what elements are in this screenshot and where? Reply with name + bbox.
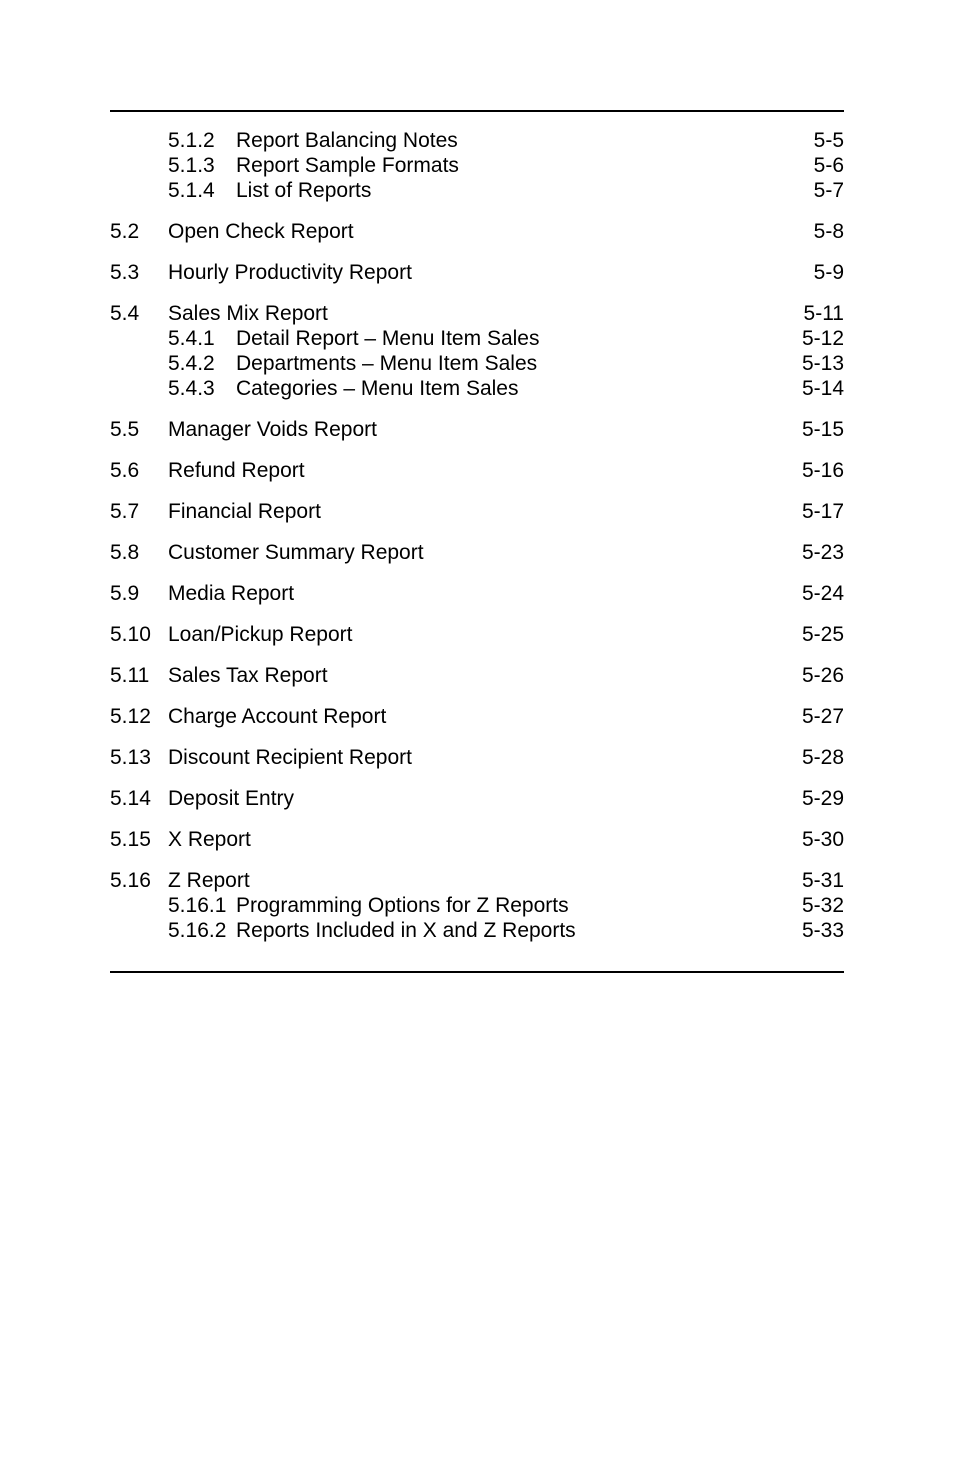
toc-entry-number: 5.2 [110, 221, 168, 242]
toc-entry-page: 5-13 [802, 353, 844, 374]
toc-entry-page: 5-27 [802, 706, 844, 727]
toc-entry-number: 5.1.4 [168, 180, 236, 201]
toc-entry-number: 5.1.3 [168, 155, 236, 176]
toc-entry: 5.2Open Check Report 5-8 [110, 221, 844, 242]
toc-entry-page: 5-8 [814, 221, 844, 242]
toc-entry-page: 5-7 [814, 180, 844, 201]
toc-entry-number: 5.14 [110, 788, 168, 809]
page: 5.1.2Report Balancing Notes 5-55.1.3Repo… [0, 0, 954, 1475]
toc-entry: 5.4.3Categories – Menu Item Sales 5-14 [110, 378, 844, 399]
toc-entry: 5.1.4List of Reports 5-7 [110, 180, 844, 201]
toc-entry-title: List of Reports [236, 180, 371, 201]
toc-entry-number: 5.16.2 [168, 920, 236, 941]
toc-entry: 5.1.2Report Balancing Notes 5-5 [110, 130, 844, 151]
toc-entry-title: Sales Mix Report [168, 303, 328, 324]
toc-entry-title: Financial Report [168, 501, 321, 522]
toc-entry-page: 5-9 [814, 262, 844, 283]
toc-entry-title: Report Sample Formats [236, 155, 459, 176]
toc-entry: 5.4Sales Mix Report 5-11 [110, 303, 844, 324]
toc-entry-number: 5.5 [110, 419, 168, 440]
toc-entry: 5.14Deposit Entry 5-29 [110, 788, 844, 809]
toc-entry-page: 5-33 [802, 920, 844, 941]
toc-entry-page: 5-32 [802, 895, 844, 916]
toc-entry-title: Categories – Menu Item Sales [236, 378, 518, 399]
toc-entry: 5.12Charge Account Report 5-27 [110, 706, 844, 727]
toc-entry-number: 5.4 [110, 303, 168, 324]
toc-entry-page: 5-29 [802, 788, 844, 809]
toc-entry-title: Sales Tax Report [168, 665, 328, 686]
toc-entry-number: 5.10 [110, 624, 168, 645]
toc-entry-page: 5-5 [814, 130, 844, 151]
toc-entry-number: 5.3 [110, 262, 168, 283]
toc-entry-page: 5-23 [802, 542, 844, 563]
toc-entry-title: Loan/Pickup Report [168, 624, 352, 645]
table-of-contents: 5.1.2Report Balancing Notes 5-55.1.3Repo… [110, 130, 844, 941]
toc-entry-number: 5.4.2 [168, 353, 236, 374]
toc-entry: 5.16.1Programming Options for Z Reports … [110, 895, 844, 916]
toc-entry: 5.1.3Report Sample Formats 5-6 [110, 155, 844, 176]
toc-entry-number: 5.8 [110, 542, 168, 563]
toc-entry-title: Z Report [168, 870, 250, 891]
toc-entry-page: 5-26 [802, 665, 844, 686]
toc-entry-title: Discount Recipient Report [168, 747, 412, 768]
toc-entry-number: 5.9 [110, 583, 168, 604]
toc-entry-number: 5.4.3 [168, 378, 236, 399]
toc-entry: 5.15X Report 5-30 [110, 829, 844, 850]
toc-entry-number: 5.16.1 [168, 895, 236, 916]
toc-entry-page: 5-16 [802, 460, 844, 481]
toc-entry-title: Deposit Entry [168, 788, 294, 809]
toc-entry: 5.10Loan/Pickup Report 5-25 [110, 624, 844, 645]
toc-entry: 5.16.2Reports Included in X and Z Report… [110, 920, 844, 941]
bottom-rule [110, 971, 844, 973]
toc-entry-title: Customer Summary Report [168, 542, 424, 563]
toc-entry-number: 5.6 [110, 460, 168, 481]
toc-entry-title: Media Report [168, 583, 294, 604]
toc-entry-number: 5.16 [110, 870, 168, 891]
toc-entry-number: 5.13 [110, 747, 168, 768]
toc-entry-number: 5.4.1 [168, 328, 236, 349]
toc-entry: 5.16Z Report 5-31 [110, 870, 844, 891]
toc-entry-page: 5-12 [802, 328, 844, 349]
toc-entry-title: Programming Options for Z Reports [236, 895, 569, 916]
toc-entry: 5.5Manager Voids Report 5-15 [110, 419, 844, 440]
toc-entry-page: 5-31 [802, 870, 844, 891]
toc-entry-title: Report Balancing Notes [236, 130, 458, 151]
toc-entry-page: 5-17 [802, 501, 844, 522]
toc-entry-title: Detail Report – Menu Item Sales [236, 328, 539, 349]
toc-entry-number: 5.7 [110, 501, 168, 522]
toc-entry-title: Hourly Productivity Report [168, 262, 412, 283]
toc-entry-title: X Report [168, 829, 251, 850]
toc-entry: 5.4.2Departments – Menu Item Sales 5-13 [110, 353, 844, 374]
toc-entry-title: Departments – Menu Item Sales [236, 353, 537, 374]
toc-entry: 5.3Hourly Productivity Report 5-9 [110, 262, 844, 283]
toc-entry-title: Manager Voids Report [168, 419, 377, 440]
toc-entry-title: Open Check Report [168, 221, 354, 242]
toc-entry-number: 5.15 [110, 829, 168, 850]
toc-entry-page: 5-11 [804, 303, 844, 324]
top-rule [110, 110, 844, 112]
toc-entry: 5.8Customer Summary Report 5-23 [110, 542, 844, 563]
toc-entry-page: 5-6 [814, 155, 844, 176]
toc-entry-number: 5.1.2 [168, 130, 236, 151]
toc-entry-title: Reports Included in X and Z Reports [236, 920, 576, 941]
toc-entry-number: 5.12 [110, 706, 168, 727]
toc-entry: 5.7Financial Report 5-17 [110, 501, 844, 522]
toc-entry-page: 5-30 [802, 829, 844, 850]
toc-entry-page: 5-15 [802, 419, 844, 440]
toc-entry-title: Refund Report [168, 460, 305, 481]
toc-entry-title: Charge Account Report [168, 706, 386, 727]
toc-entry: 5.9Media Report 5-24 [110, 583, 844, 604]
toc-entry: 5.11Sales Tax Report 5-26 [110, 665, 844, 686]
toc-entry: 5.4.1Detail Report – Menu Item Sales 5-1… [110, 328, 844, 349]
toc-entry: 5.13Discount Recipient Report 5-28 [110, 747, 844, 768]
toc-entry-page: 5-25 [802, 624, 844, 645]
toc-entry-number: 5.11 [110, 665, 168, 686]
toc-entry-page: 5-28 [802, 747, 844, 768]
toc-entry: 5.6Refund Report 5-16 [110, 460, 844, 481]
toc-entry-page: 5-24 [802, 583, 844, 604]
toc-entry-page: 5-14 [802, 378, 844, 399]
